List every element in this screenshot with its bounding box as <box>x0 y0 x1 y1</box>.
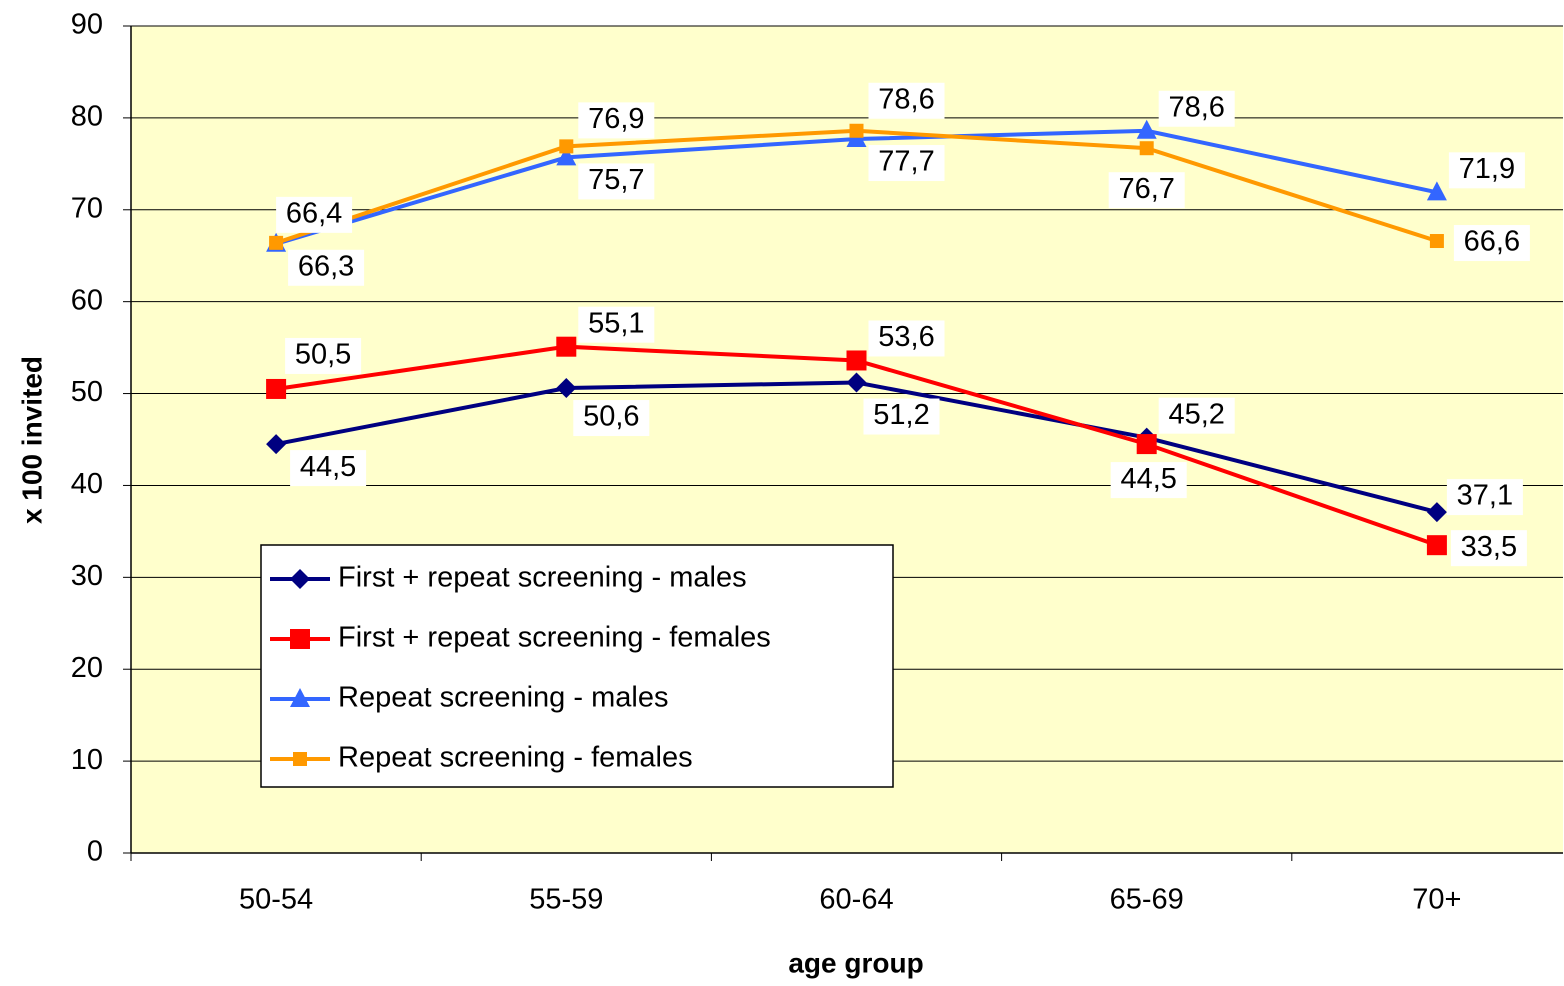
marker <box>290 569 310 589</box>
marker <box>1136 434 1157 455</box>
label-bg <box>1450 530 1527 567</box>
data-label: 66,4 <box>286 198 342 230</box>
label-bg <box>573 400 650 437</box>
label-bg <box>1158 397 1235 434</box>
label-bg <box>1158 90 1235 127</box>
label-bg <box>578 306 655 343</box>
marker <box>556 336 577 357</box>
label-bg <box>1110 462 1187 499</box>
marker <box>846 350 867 371</box>
data-label: 75,7 <box>588 164 644 196</box>
marker <box>556 146 577 166</box>
data-label: 66,6 <box>1464 226 1520 258</box>
label-bg <box>578 163 655 200</box>
y-tick-label: 20 <box>71 652 103 684</box>
marker <box>269 235 284 250</box>
label-bg <box>276 196 353 233</box>
x-tick-label: 50-54 <box>239 884 313 916</box>
data-label: 77,7 <box>878 146 934 178</box>
legend-label: First + repeat screening - females <box>338 622 771 654</box>
data-label: 45,2 <box>1168 398 1224 430</box>
x-tick-label: 55-59 <box>529 884 603 916</box>
data-label: 51,2 <box>873 399 929 431</box>
y-tick-label: 30 <box>71 560 103 592</box>
label-bg <box>285 337 362 374</box>
marker <box>1426 535 1447 556</box>
label-bg <box>1448 152 1525 189</box>
data-label: 78,6 <box>1168 91 1224 123</box>
legend-label: First + repeat screening - males <box>338 562 747 594</box>
x-axis-label: age group <box>788 947 923 978</box>
y-tick-label: 60 <box>71 284 103 316</box>
data-label: 76,7 <box>1118 173 1174 205</box>
label-bg <box>290 450 367 487</box>
marker <box>1139 141 1154 156</box>
label-bg <box>1446 479 1523 516</box>
label-bg <box>868 320 945 357</box>
marker <box>1429 234 1444 249</box>
label-bg <box>1108 172 1185 209</box>
data-label: 53,6 <box>878 321 934 353</box>
label-bg <box>288 249 365 286</box>
data-label: 50,5 <box>295 339 351 371</box>
legend-box <box>260 544 894 788</box>
label-bg <box>863 398 940 435</box>
data-label: 50,6 <box>583 401 639 433</box>
marker <box>559 139 574 154</box>
marker <box>846 372 867 393</box>
data-label: 55,1 <box>588 307 644 339</box>
data-label: 76,9 <box>588 103 644 135</box>
data-label: 33,5 <box>1461 531 1517 563</box>
y-tick-label: 70 <box>71 192 103 224</box>
data-label: 71,9 <box>1459 153 1515 185</box>
x-tick-label: 60-64 <box>819 884 893 916</box>
y-tick-label: 90 <box>71 9 103 41</box>
marker <box>849 123 864 138</box>
legend-label: Repeat screening - males <box>338 682 668 714</box>
y-tick-label: 0 <box>87 836 103 868</box>
marker <box>1426 502 1447 523</box>
marker <box>290 629 310 649</box>
label-bg <box>578 102 655 139</box>
label-bg <box>1453 225 1530 262</box>
marker <box>1136 119 1157 139</box>
marker <box>266 434 287 455</box>
marker <box>293 752 307 766</box>
legend-label: Repeat screening - females <box>338 742 693 774</box>
marker <box>1426 181 1447 201</box>
marker <box>556 378 577 399</box>
data-label: 44,5 <box>1120 463 1176 495</box>
data-label: 44,5 <box>300 451 356 483</box>
x-tick-label: 70+ <box>1412 884 1461 916</box>
data-label: 66,3 <box>298 250 354 282</box>
marker <box>266 378 287 399</box>
y-tick-label: 40 <box>71 468 103 500</box>
y-tick-label: 50 <box>71 376 103 408</box>
data-label: 37,1 <box>1457 480 1513 512</box>
y-axis-label: x 100 invited <box>16 356 47 524</box>
x-tick-label: 65-69 <box>1110 884 1184 916</box>
label-bg <box>868 82 945 119</box>
label-bg <box>868 145 945 182</box>
y-tick-label: 80 <box>71 101 103 133</box>
data-label: 78,6 <box>878 83 934 115</box>
y-tick-label: 10 <box>71 744 103 776</box>
marker <box>290 688 310 707</box>
